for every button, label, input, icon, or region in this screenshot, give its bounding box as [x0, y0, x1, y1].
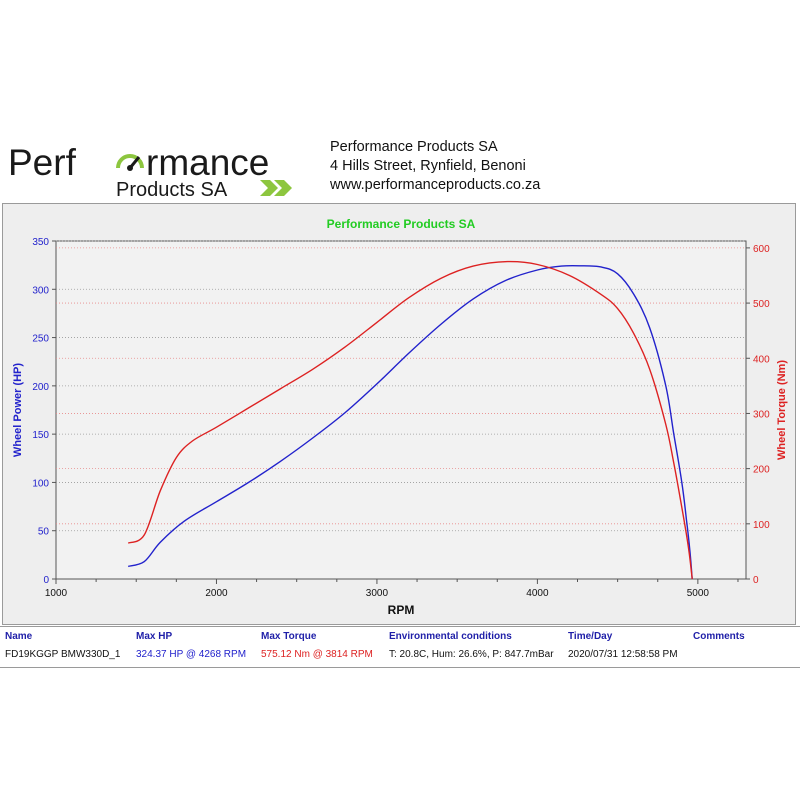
y2-tick-label-600: 600	[753, 244, 770, 255]
company-name: Performance Products SA	[330, 139, 498, 155]
series-group	[127, 260, 693, 580]
value-max-hp: 324.37 HP @ 4268 RPM	[136, 649, 247, 660]
x-axis-label: RPM	[388, 603, 415, 617]
power-series-line	[128, 264, 693, 580]
logo-text-start: Perf	[8, 142, 77, 183]
x-tick-label-5000: 5000	[687, 588, 710, 599]
chart-svg: 0 50 100 150 200 250 300 350 0 100 200 300 400 500 600…	[12, 217, 788, 617]
y-tick-label-300: 300	[32, 285, 49, 296]
x-tick-label-2000: 2000	[205, 588, 228, 599]
speedometer-icon	[116, 154, 144, 171]
value-time: 2020/07/31 12:58:58 PM	[568, 649, 678, 660]
logo-subtext: Products SA	[116, 179, 228, 200]
y2-tick-label-0: 0	[753, 575, 759, 586]
y-tick-label-150: 150	[32, 430, 49, 441]
dyno-chart: 0 50 100 150 200 250 300 350 0 100 200 300 400 500 600…	[2, 203, 796, 625]
y2-tick-label-100: 100	[753, 520, 770, 531]
header-max-hp: Max HP	[136, 631, 173, 642]
header-max-torque: Max Torque	[261, 631, 317, 642]
y-tick-label-350: 350	[32, 237, 49, 248]
header-time: Time/Day	[568, 631, 613, 642]
chevron-arrows-icon	[260, 180, 292, 196]
y-tick-label-50: 50	[38, 527, 50, 538]
logo-text-end: rmance	[146, 142, 269, 183]
grid-lines	[56, 240, 746, 532]
value-max-torque: 575.12 Nm @ 3814 RPM	[261, 649, 373, 660]
y-tick-label-250: 250	[32, 334, 49, 345]
x-tick-label-1000: 1000	[45, 588, 68, 599]
y2-tick-label-300: 300	[753, 409, 770, 420]
axes: 0 50 100 150 200 250 300 350 0 100 200 300 400 500 600…	[32, 237, 770, 599]
company-address: 4 Hills Street, Rynfield, Benoni	[330, 158, 526, 174]
y2-tick-label-400: 400	[753, 354, 770, 365]
y-tick-label-200: 200	[32, 382, 49, 393]
plot-area	[55, 240, 747, 580]
y-axis-label: Wheel Power (HP)	[12, 363, 24, 457]
y2-axis-label: Wheel Torque (Nm)	[776, 360, 788, 460]
y-tick-label-100: 100	[32, 478, 49, 489]
y-tick-label-0: 0	[43, 575, 49, 586]
torque-series-line	[127, 260, 693, 580]
header-env: Environmental conditions	[389, 631, 512, 642]
value-name: FD19KGGP BMW330D_1	[5, 649, 121, 660]
y2-tick-label-500: 500	[753, 299, 770, 310]
x-tick-label-4000: 4000	[526, 588, 549, 599]
y2-tick-label-200: 200	[753, 465, 770, 476]
chart-title: Performance Products SA	[327, 217, 476, 231]
company-logo: Perf rmance Products SA	[8, 142, 292, 200]
x-tick-label-3000: 3000	[366, 588, 389, 599]
value-env: T: 20.8C, Hum: 26.6%, P: 847.7mBar	[389, 649, 554, 660]
company-website: www.performanceproducts.co.za	[330, 177, 541, 193]
company-info: Performance Products SA 4 Hills Street, …	[330, 138, 540, 195]
header-comments: Comments	[693, 631, 745, 642]
header-name: Name	[5, 631, 33, 642]
results-table: Name Max HP Max Torque Environmental con…	[0, 626, 800, 668]
